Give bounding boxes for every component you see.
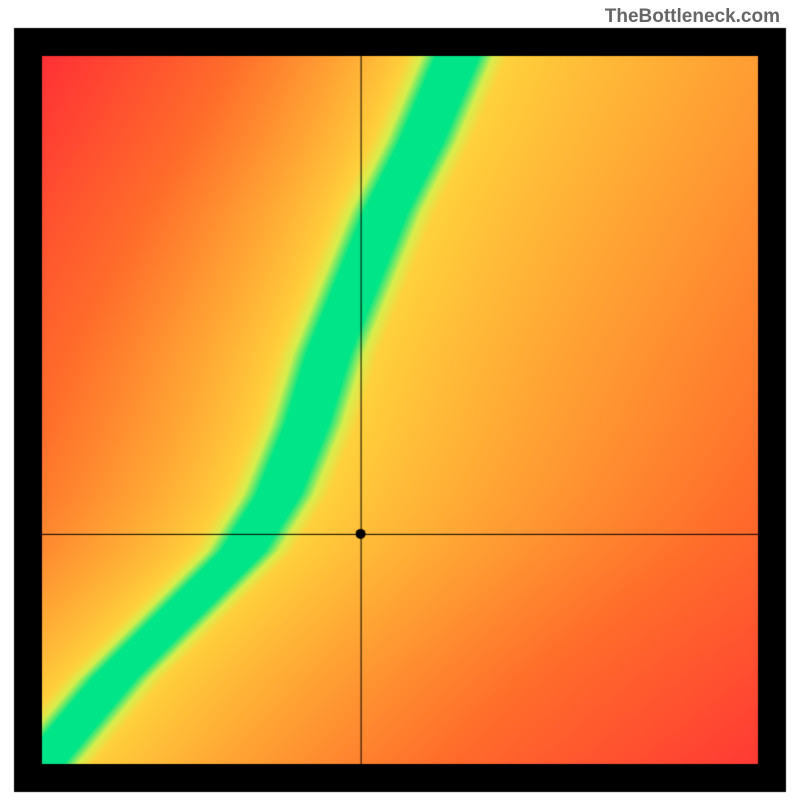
bottleneck-heatmap [0,0,800,800]
chart-container: TheBottleneck.com [0,0,800,800]
watermark-text: TheBottleneck.com [605,6,780,28]
